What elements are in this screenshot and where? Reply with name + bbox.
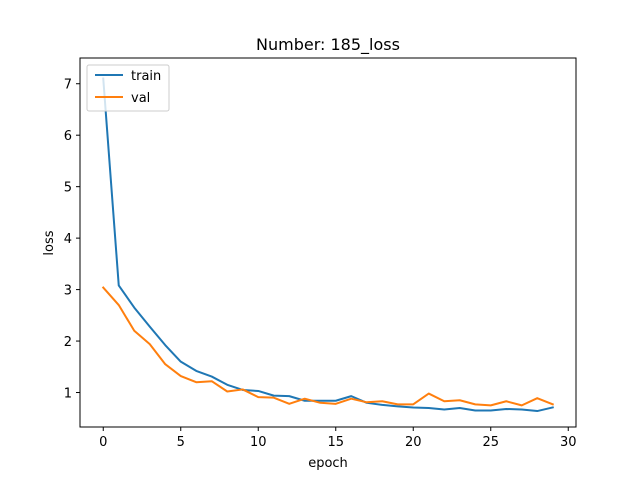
y-axis-label: loss [42,230,57,255]
x-tick-label: 10 [250,435,267,450]
series-line-val [101,286,555,407]
x-tick-label: 20 [405,435,422,450]
x-tick-label: 5 [177,435,185,450]
y-tick-label: 7 [64,78,72,93]
legend-box [86,64,170,112]
x-tick-label: 30 [560,435,577,450]
y-tick-label: 5 [64,181,72,196]
series-lines [101,77,555,413]
x-axis-label: epoch [308,456,348,471]
y-tick-label: 4 [64,232,72,247]
y-tick-label: 3 [64,284,72,299]
y-tick-label: 1 [64,387,72,402]
plot-frame [79,57,577,428]
x-tick-label: 25 [482,435,499,450]
chart-title: Number: 185_loss [256,35,400,55]
legend-label-train: train [131,69,161,84]
legend-label-val: val [131,91,150,106]
x-tick-label: 15 [327,435,344,450]
x-axis-ticks: 0 5 10 15 20 25 30 [99,427,577,450]
plot-area [80,58,576,427]
x-tick-label: 0 [99,435,107,450]
y-tick-label: 6 [64,129,72,144]
legend: train val [86,64,170,112]
y-axis-ticks: 1 2 3 4 5 6 7 [64,78,80,402]
series-line-train [102,77,554,413]
y-tick-label: 2 [64,335,72,350]
